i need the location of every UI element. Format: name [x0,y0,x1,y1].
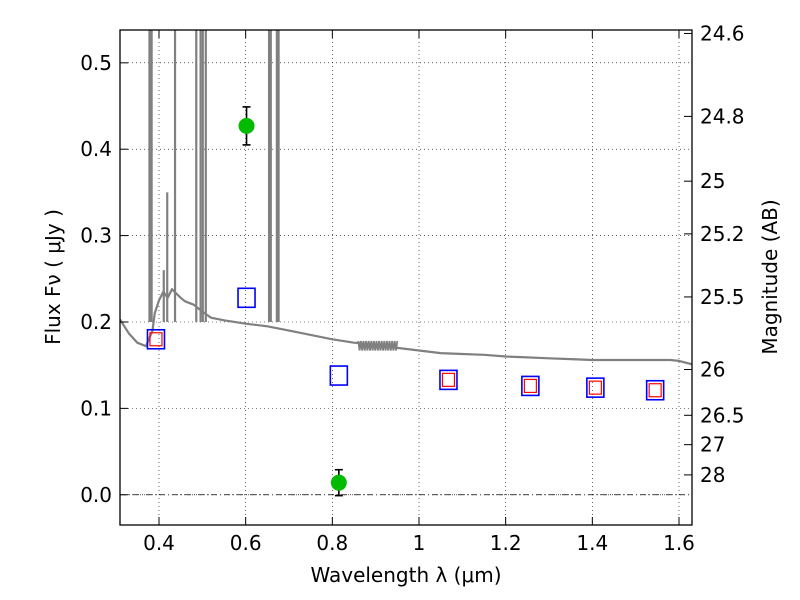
plot-content [120,30,692,497]
observed-flux-box [439,369,458,391]
x-tick-label: 1.2 [490,531,522,555]
model-flux-box [523,378,537,394]
observed-flux-box [586,377,605,398]
magnitude-tick-label: 24.6 [700,21,745,45]
magnitude-tick-label: 28 [700,463,725,487]
x-tick-label: 1.4 [576,531,608,555]
model-flux-box [588,380,602,395]
y-axis-label-right: Magnitude (AB) [758,199,782,354]
model-flux-box [149,332,163,347]
magnitude-tick-label: 27 [700,433,725,457]
model-flux-box [648,383,662,398]
observed-flux-box [146,328,166,350]
grid-lines [120,30,692,525]
model-absorption-features [357,340,399,351]
y-tick-label: 0.2 [80,310,112,334]
detection-point [238,117,255,134]
y-axis-label-left: Flux Fν ( μJy ) [41,209,65,345]
observed-flux-box [237,287,256,309]
plot-frame [119,29,693,526]
magnitude-tick-label: 25 [700,169,725,193]
y-tick-label: 0.4 [80,137,112,161]
plot-area-background [120,30,692,525]
x-tick-label: 0.6 [230,531,262,555]
x-tick-label: 1 [413,531,426,555]
y-tick-label: 0.3 [80,224,112,248]
observed-flux-box [329,365,349,386]
magnitude-tick-label: 25.5 [700,285,745,309]
y-tick-label: 0.1 [80,396,112,420]
y-tick-label: 0.0 [80,483,112,507]
detection-point [330,474,347,491]
model-flux-box [441,372,456,387]
x-tick-label: 1.6 [663,531,695,555]
x-axis-label: Wavelength λ (μm) [310,563,501,587]
axis-ticks: 0.4 0.6 0.8 1 1.2 1.4 1.6 0.0 0.1 0.2 0.3 0.4 0.5 24.… [80,21,744,555]
y-tick-label: 0.5 [80,51,112,75]
observed-flux-box [645,379,665,401]
magnitude-tick-label: 25.2 [700,222,745,246]
magnitude-tick-label: 26 [700,358,725,382]
model-spectrum-line [120,288,692,366]
magnitude-tick-label: 26.5 [700,403,745,427]
magnitude-tick-label: 24.8 [700,104,745,128]
observed-flux-box [521,375,540,397]
x-tick-label: 0.4 [143,531,175,555]
x-tick-label: 0.8 [316,531,348,555]
